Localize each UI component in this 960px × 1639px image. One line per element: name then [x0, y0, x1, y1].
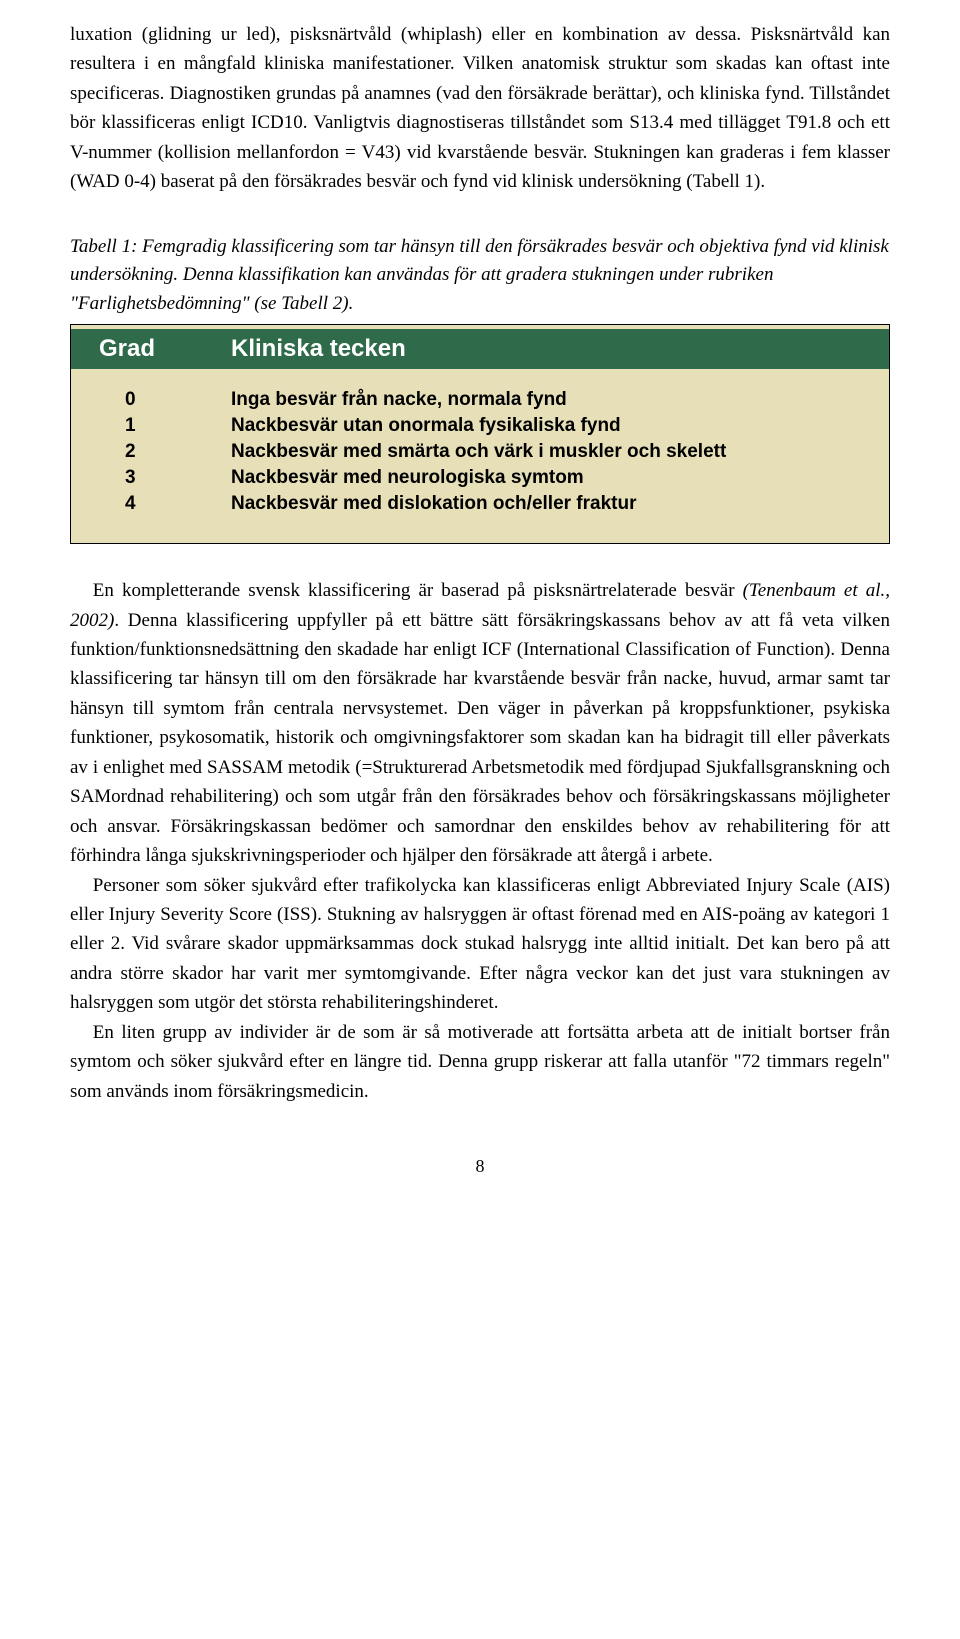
cell-grade: 2 [71, 441, 231, 463]
cell-grade: 4 [71, 493, 231, 515]
cell-sign: Nackbesvär med neurologiska symtom [231, 467, 889, 489]
spacer [70, 197, 890, 233]
table-row: 1 Nackbesvär utan onormala fysikaliska f… [71, 413, 889, 439]
body-paragraph-2: En kompletterande svensk klassificering … [70, 576, 890, 870]
table-row: 4 Nackbesvär med dislokation och/eller f… [71, 491, 889, 517]
table-header-signs: Kliniska tecken [231, 335, 889, 363]
table-row: 3 Nackbesvär med neurologiska symtom [71, 465, 889, 491]
cell-sign: Nackbesvär med smärta och värk i muskler… [231, 441, 889, 463]
cell-grade: 0 [71, 389, 231, 411]
body-paragraph-4: En liten grupp av individer är de som är… [70, 1018, 890, 1106]
page-number: 8 [70, 1156, 890, 1177]
table-body: 0 Inga besvär från nacke, normala fynd 1… [71, 369, 889, 543]
table-caption: Tabell 1: Femgradig klassificering som t… [70, 233, 890, 319]
body-paragraph-3: Personer som söker sjukvård efter trafik… [70, 871, 890, 1018]
table-row: 0 Inga besvär från nacke, normala fynd [71, 387, 889, 413]
cell-sign: Inga besvär från nacke, normala fynd [231, 389, 889, 411]
cell-sign: Nackbesvär utan onormala fysikaliska fyn… [231, 415, 889, 437]
table-header-grade: Grad [71, 335, 231, 363]
classification-table: Grad Kliniska tecken 0 Inga besvär från … [70, 324, 890, 544]
table-header-row: Grad Kliniska tecken [71, 325, 889, 369]
body-paragraph-1: luxation (glidning ur led), pisksnärtvål… [70, 20, 890, 197]
table-row: 2 Nackbesvär med smärta och värk i muskl… [71, 439, 889, 465]
cell-sign: Nackbesvär med dislokation och/eller fra… [231, 493, 889, 515]
p2-part-a: En kompletterande svensk klassificering … [93, 580, 743, 601]
cell-grade: 3 [71, 467, 231, 489]
cell-grade: 1 [71, 415, 231, 437]
p2-part-c: . Denna klassificering uppfyller på ett … [70, 610, 890, 867]
